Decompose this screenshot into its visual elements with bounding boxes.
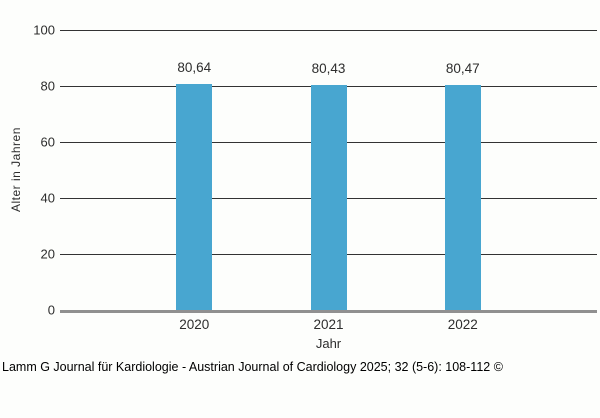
gridline-y-100 bbox=[60, 30, 597, 31]
bar-2022 bbox=[444, 84, 481, 310]
bar-2020 bbox=[176, 84, 213, 310]
x-axis-line bbox=[60, 310, 597, 313]
y-tick-label: 40 bbox=[40, 190, 55, 206]
y-tick-label: 20 bbox=[40, 246, 55, 262]
plot-area: 0 20 40 60 80 100 80,64 2020 80,43 2021 80,47 2022 bbox=[33, 23, 597, 332]
x-tick-label: 2020 bbox=[179, 317, 210, 332]
bar-2021 bbox=[310, 84, 347, 310]
bar-value-label: 80,43 bbox=[311, 60, 346, 76]
x-tick-label: 2022 bbox=[447, 317, 478, 332]
bar-value-label: 80,47 bbox=[445, 60, 480, 76]
y-axis-title: Alter in Jahren bbox=[9, 127, 23, 213]
x-axis-title: Jahr bbox=[315, 336, 342, 351]
y-tick-label: 60 bbox=[40, 134, 55, 150]
x-tick-label: 2021 bbox=[313, 317, 344, 332]
citation-text: Lamm G Journal für Kardiologie - Austria… bbox=[2, 360, 503, 374]
y-tick-label: 0 bbox=[47, 302, 55, 318]
bar-value-label: 80,64 bbox=[177, 60, 212, 76]
y-tick-label: 100 bbox=[33, 22, 55, 38]
y-tick-label: 80 bbox=[40, 78, 55, 94]
